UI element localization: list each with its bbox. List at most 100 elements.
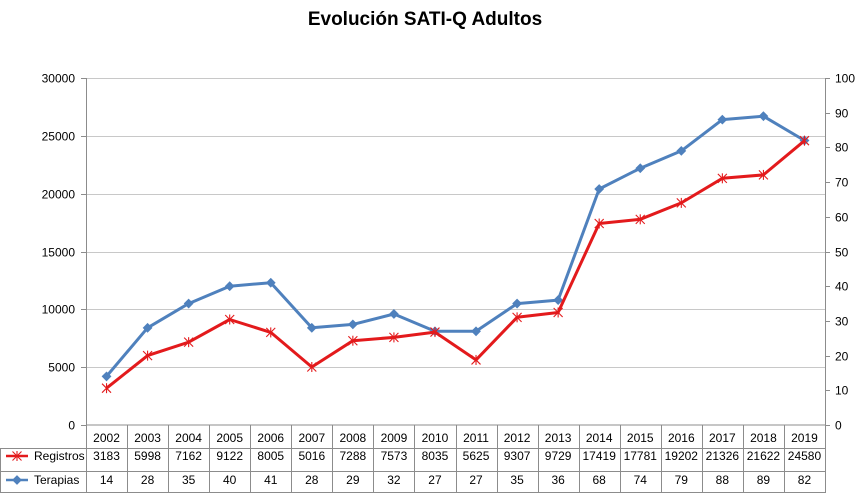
table-value: 82 xyxy=(798,473,812,487)
data-point xyxy=(101,383,112,394)
right-tick-label: 50 xyxy=(835,246,849,260)
table-value: 28 xyxy=(305,473,319,487)
right-tick-label: 90 xyxy=(835,107,849,121)
table-value: 7288 xyxy=(340,449,367,463)
table-value: 17781 xyxy=(624,449,658,463)
data-point xyxy=(224,314,235,325)
category-label: 2013 xyxy=(545,431,572,445)
data-point xyxy=(799,135,810,146)
left-axis-ticks: 0 5000 10000 15000 20000 25000 30000 xyxy=(42,72,86,433)
table-value: 21326 xyxy=(706,449,740,463)
data-point xyxy=(553,295,564,305)
table-value: 9729 xyxy=(545,449,572,463)
table-value: 7573 xyxy=(381,449,408,463)
table-value: 17419 xyxy=(583,449,617,463)
data-point xyxy=(183,298,194,309)
table-value: 27 xyxy=(469,473,483,487)
table-value: 7162 xyxy=(175,449,202,463)
table-value: 5016 xyxy=(298,449,325,463)
series-line xyxy=(105,139,806,390)
left-tick-label: 10000 xyxy=(42,303,76,317)
data-point xyxy=(471,354,481,365)
data-point xyxy=(594,218,605,229)
data-point xyxy=(676,197,687,208)
data-point xyxy=(594,184,605,194)
series-terapias xyxy=(101,111,810,382)
right-tick-label: 60 xyxy=(835,211,849,225)
left-tick-label: 20000 xyxy=(42,188,76,202)
right-tick-label: 70 xyxy=(835,176,849,190)
data-point xyxy=(676,145,687,156)
table-value: 79 xyxy=(675,473,689,487)
left-tick-label: 5000 xyxy=(48,361,75,375)
gridlines xyxy=(86,78,825,368)
right-tick-label: 80 xyxy=(835,141,849,155)
category-label: 2005 xyxy=(216,431,243,445)
table-value: 36 xyxy=(551,473,565,487)
category-label: 2015 xyxy=(627,431,654,445)
data-point xyxy=(12,475,22,485)
category-label: 2017 xyxy=(709,431,736,445)
category-label: 2008 xyxy=(340,431,367,445)
left-tick-label: 25000 xyxy=(42,130,76,144)
data-point xyxy=(635,163,646,174)
table-value: 27 xyxy=(428,473,442,487)
right-tick-label: 100 xyxy=(835,72,855,86)
legend-label: Terapias xyxy=(34,473,79,487)
data-point xyxy=(512,312,522,323)
table-value: 29 xyxy=(346,473,360,487)
data-point xyxy=(224,281,235,292)
table-value: 21622 xyxy=(747,449,781,463)
table-value: 5998 xyxy=(134,449,161,463)
category-label: 2003 xyxy=(134,431,161,445)
category-label: 2002 xyxy=(93,431,120,445)
right-tick-label: 20 xyxy=(835,350,849,364)
category-label: 2006 xyxy=(257,431,284,445)
category-label: 2011 xyxy=(463,431,489,445)
category-label: 2018 xyxy=(750,431,777,445)
left-tick-label: 15000 xyxy=(42,246,76,260)
table-value: 8035 xyxy=(422,449,449,463)
table-value: 19202 xyxy=(665,449,699,463)
right-axis-ticks: 0 10 20 30 40 50 60 70 80 90 100 xyxy=(825,72,855,433)
left-tick-label: 30000 xyxy=(42,72,76,86)
data-point xyxy=(265,327,276,338)
category-label: 2007 xyxy=(298,431,325,445)
table-value: 35 xyxy=(182,473,196,487)
data-point xyxy=(347,319,358,330)
table-value: 32 xyxy=(387,473,401,487)
data-point xyxy=(142,322,153,333)
data-point xyxy=(717,173,728,184)
data-point xyxy=(758,111,769,122)
category-label: 2012 xyxy=(504,431,531,445)
right-tick-label: 0 xyxy=(835,419,842,433)
data-point xyxy=(12,451,22,461)
table-value: 40 xyxy=(223,473,237,487)
data-point xyxy=(142,350,153,361)
table-value: 8005 xyxy=(257,449,284,463)
table-value: 9122 xyxy=(216,449,243,463)
legend-label: Registros xyxy=(34,449,85,463)
category-label: 2009 xyxy=(381,431,408,445)
right-tick-label: 30 xyxy=(835,315,849,329)
table-value: 88 xyxy=(716,473,730,487)
table-value: 9307 xyxy=(504,449,531,463)
table-value: 89 xyxy=(757,473,771,487)
table-value: 35 xyxy=(510,473,524,487)
table-value: 5625 xyxy=(463,449,490,463)
category-label: 2004 xyxy=(175,431,202,445)
right-tick-label: 10 xyxy=(835,384,849,398)
data-point xyxy=(430,327,440,338)
category-label: 2010 xyxy=(422,431,449,445)
data-point xyxy=(306,361,317,372)
table-value: 28 xyxy=(141,473,155,487)
category-label: 2014 xyxy=(586,431,613,445)
table-value: 41 xyxy=(264,473,278,487)
data-point xyxy=(265,277,276,288)
data-point xyxy=(512,298,522,309)
category-label: 2019 xyxy=(791,431,818,445)
data-point xyxy=(101,371,112,382)
right-tick-label: 40 xyxy=(835,280,849,294)
data-point xyxy=(717,114,728,125)
